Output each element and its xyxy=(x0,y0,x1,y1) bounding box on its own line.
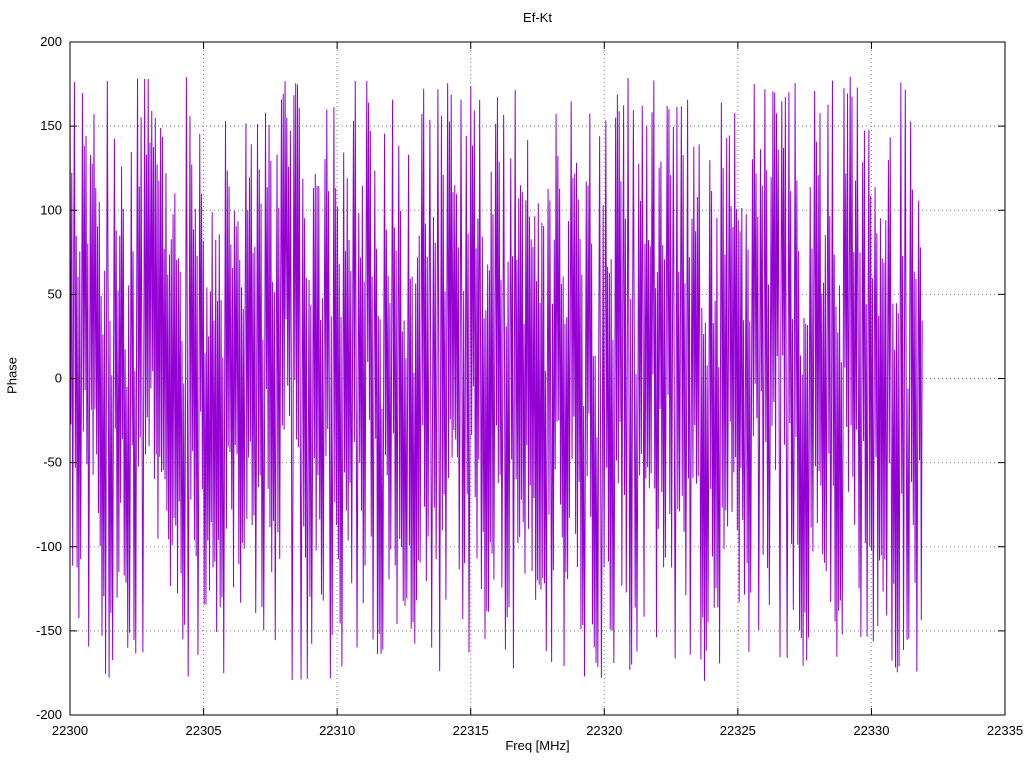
x-tick-label: 22335 xyxy=(987,723,1023,738)
x-tick-label: 22300 xyxy=(52,723,88,738)
y-tick-label: -150 xyxy=(36,623,62,638)
y-tick-label: -200 xyxy=(36,707,62,722)
x-tick-label: 22305 xyxy=(185,723,221,738)
y-axis-label: Phase xyxy=(4,357,20,394)
x-axis-label: Freq [MHz] xyxy=(505,738,570,753)
y-tick-label: 50 xyxy=(48,286,62,301)
y-tick-label: 0 xyxy=(55,371,62,386)
y-tick-label: 100 xyxy=(40,202,62,217)
y-tick-label: -100 xyxy=(36,539,62,554)
series-line-phase xyxy=(69,76,923,681)
x-tick-label: 22330 xyxy=(853,723,889,738)
x-tick-label: 22325 xyxy=(720,723,756,738)
y-tick-label: 150 xyxy=(40,118,62,133)
x-tick-label: 22315 xyxy=(453,723,489,738)
x-tick-label: 22320 xyxy=(586,723,622,738)
y-tick-label: -50 xyxy=(43,455,62,470)
y-tick-label: 200 xyxy=(40,34,62,49)
x-tick-label: 22310 xyxy=(319,723,355,738)
chart-title: Ef-Kt xyxy=(523,10,552,25)
